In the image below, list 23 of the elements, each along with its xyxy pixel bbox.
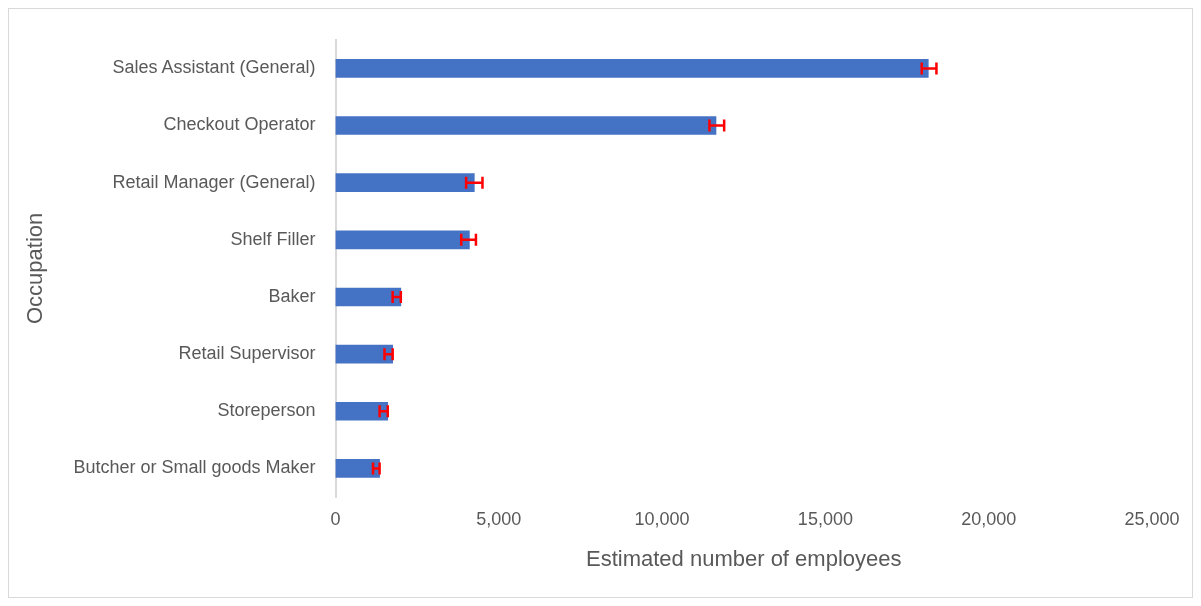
bar: [335, 116, 717, 135]
x-tick-label: 5,000: [476, 508, 522, 529]
bar: [335, 59, 929, 78]
x-tick-label: 0: [330, 508, 341, 529]
x-tick-label: 20,000: [961, 508, 1017, 529]
y-tick-label: Retail Manager (General): [112, 171, 316, 192]
bar: [335, 401, 389, 421]
y-tick-label: Retail Supervisor: [178, 343, 316, 364]
y-tick-label: Butcher or Small goods Maker: [73, 457, 316, 478]
y-axis-title: Occupation: [22, 212, 48, 325]
bar: [335, 173, 475, 193]
x-tick-label: 25,000: [1124, 508, 1180, 529]
y-tick-label: Sales Assistant (General): [112, 57, 316, 78]
y-tick-label: Shelf Filler: [230, 228, 316, 249]
x-axis-title: Estimated number of employees: [586, 545, 902, 571]
y-tick-label: Baker: [268, 285, 316, 306]
bar: [335, 459, 380, 478]
y-tick-label: Storeperson: [217, 400, 316, 421]
x-tick-label: 15,000: [797, 508, 853, 529]
bar: [335, 287, 402, 307]
bar: [335, 230, 470, 250]
y-tick-label: Checkout Operator: [163, 114, 316, 135]
x-tick-label: 10,000: [634, 508, 690, 529]
